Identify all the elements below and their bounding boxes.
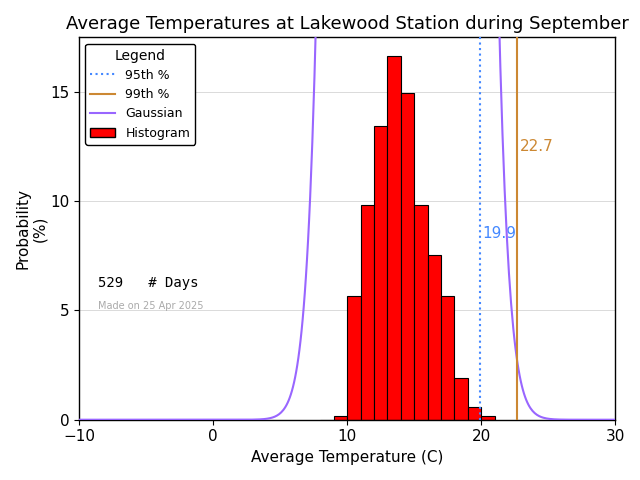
Bar: [468, 407, 481, 420]
X-axis label: Average Temperature (C): Average Temperature (C): [251, 450, 444, 465]
Bar: [481, 416, 495, 420]
Bar: [428, 254, 441, 420]
Bar: [441, 296, 454, 420]
Text: Made on 25 Apr 2025: Made on 25 Apr 2025: [98, 301, 204, 311]
Bar: [334, 416, 348, 420]
Text: 22.7: 22.7: [520, 139, 553, 154]
Title: Average Temperatures at Lakewood Station during September: Average Temperatures at Lakewood Station…: [66, 15, 628, 33]
Bar: [360, 205, 374, 420]
Bar: [414, 205, 428, 420]
Text: 19.9: 19.9: [482, 227, 516, 241]
Legend: 95th %, 99th %, Gaussian, Histogram: 95th %, 99th %, Gaussian, Histogram: [85, 44, 195, 144]
Bar: [454, 378, 468, 420]
Bar: [348, 296, 360, 420]
Bar: [387, 56, 401, 420]
Bar: [401, 94, 414, 420]
Y-axis label: Probability
(%): Probability (%): [15, 188, 47, 269]
Bar: [374, 127, 387, 420]
Text: 529   # Days: 529 # Days: [98, 276, 198, 290]
